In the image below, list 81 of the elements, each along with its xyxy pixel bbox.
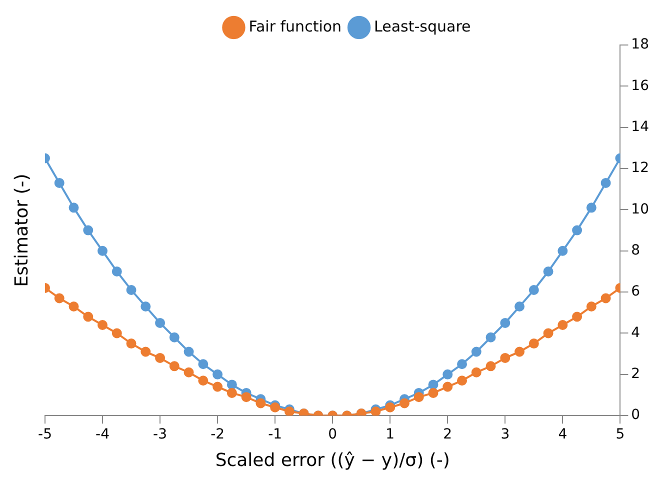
point: [68, 301, 79, 312]
x-tick-label: -2: [210, 426, 225, 443]
point: [198, 376, 208, 386]
point: [414, 392, 424, 402]
y-tick-label: 16: [631, 78, 650, 94]
point: [600, 293, 611, 304]
point: [54, 178, 64, 188]
point: [471, 346, 482, 357]
x-tick-label: 1: [386, 426, 395, 443]
point: [112, 266, 122, 276]
point: [486, 332, 496, 342]
x-tick-label: -3: [153, 426, 168, 443]
point: [572, 225, 582, 236]
point: [126, 338, 136, 349]
point: [558, 320, 568, 330]
x-tick-label: 4: [558, 426, 568, 443]
x-tick-label: 0: [328, 426, 338, 443]
point: [399, 398, 410, 408]
y-tick-label: 12: [631, 160, 650, 176]
point: [528, 285, 539, 296]
point: [169, 361, 180, 372]
point: [54, 293, 64, 304]
x-tick-label: -1: [268, 426, 282, 443]
point: [500, 352, 510, 363]
y-tick-label: 8: [631, 242, 640, 259]
point: [184, 367, 194, 378]
x-tick-label: 5: [616, 426, 625, 443]
point: [457, 359, 468, 370]
point: [155, 318, 166, 328]
point: [572, 312, 582, 322]
point: [212, 369, 223, 380]
point: [500, 318, 510, 328]
point: [442, 369, 453, 380]
point: [586, 202, 596, 213]
y-tick-label: 0: [631, 407, 640, 424]
point: [486, 361, 496, 372]
point: [184, 346, 194, 357]
point: [600, 178, 611, 188]
point: [528, 338, 539, 349]
point: [514, 346, 525, 357]
point: [169, 332, 180, 342]
point: [558, 246, 568, 256]
point: [198, 359, 208, 370]
point: [514, 301, 525, 312]
point: [543, 328, 554, 338]
point: [68, 202, 79, 213]
point: [83, 312, 94, 322]
point: [586, 301, 596, 312]
point: [256, 398, 266, 408]
y-tick-label: 14: [631, 118, 650, 135]
point: [140, 346, 151, 357]
x-tick-label: -4: [96, 426, 110, 443]
point: [428, 380, 438, 390]
point: [98, 320, 108, 330]
point: [83, 225, 94, 236]
point: [126, 285, 136, 296]
point: [471, 367, 482, 378]
y-tick-label: 18: [631, 36, 650, 53]
y-tick-label: 2: [631, 366, 640, 382]
point: [241, 392, 252, 402]
point: [442, 382, 453, 392]
y-axis-title: Estimator (-): [12, 174, 33, 287]
legend-label: Least-square: [374, 17, 471, 36]
point: [428, 388, 438, 398]
x-axis-title: Scaled error ((ŷ − y)/σ) (-): [215, 450, 450, 471]
point: [226, 380, 237, 390]
point: [457, 376, 468, 386]
legend-label: Fair function: [248, 17, 342, 36]
x-tick-label: 2: [443, 426, 452, 443]
point: [226, 388, 237, 398]
x-tick-label: 3: [500, 426, 510, 443]
x-tick-label: -5: [38, 426, 52, 443]
point: [112, 328, 122, 338]
point: [155, 352, 166, 363]
y-tick-label: 4: [631, 324, 640, 341]
point: [543, 266, 554, 276]
y-tick-label: 6: [631, 284, 640, 300]
point: [140, 301, 151, 312]
y-tick-label: 10: [631, 201, 650, 218]
point: [212, 382, 223, 392]
point: [98, 246, 108, 256]
